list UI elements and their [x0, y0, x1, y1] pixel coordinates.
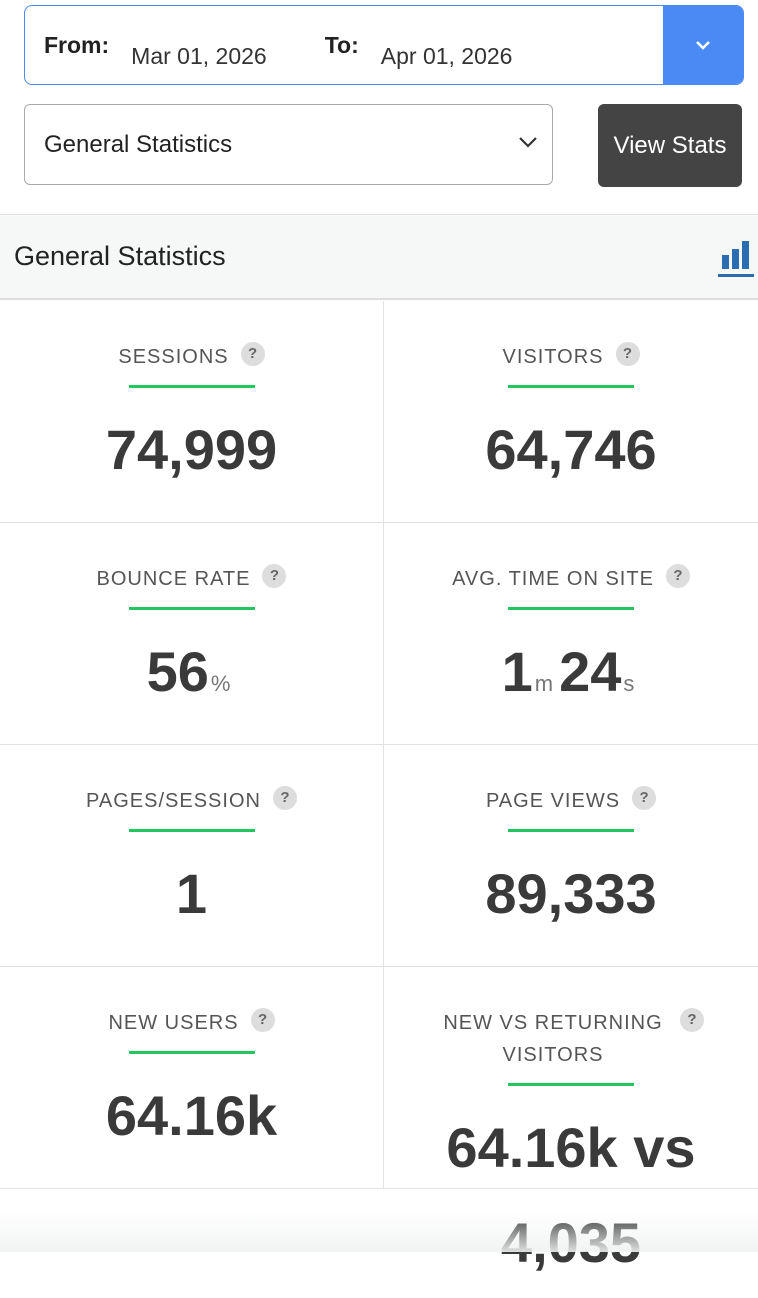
stat-underline: [128, 829, 255, 832]
stat-number: 74,999: [105, 418, 278, 481]
stat-card: NEW VS RETURNING VISITORS?64.16k vs 4,03…: [384, 967, 758, 1274]
stat-card: SESSIONS? 74,999: [0, 301, 384, 523]
stat-value: 56%: [0, 632, 383, 727]
panel-header: General Statistics: [0, 214, 758, 300]
from-value[interactable]: Mar 01, 2026: [131, 43, 267, 69]
help-icon[interactable]: ?: [240, 342, 265, 366]
stat-value: 64.16k: [0, 1076, 383, 1171]
stat-number: 1: [175, 862, 208, 925]
help-icon[interactable]: ?: [680, 1008, 704, 1032]
stat-label: SESSIONS: [118, 346, 229, 368]
stat-unit: s: [623, 671, 635, 696]
stat-unit: m: [534, 671, 554, 696]
stat-value: 89,333: [384, 854, 758, 949]
stat-label: VISITORS: [502, 346, 604, 368]
stat-value: 64.16k vs 4,035: [421, 1108, 721, 1298]
help-icon[interactable]: ?: [262, 564, 287, 588]
help-icon[interactable]: ?: [250, 1008, 275, 1032]
stat-number: 89,333: [485, 862, 657, 925]
stat-label: BOUNCE RATE: [96, 568, 251, 590]
stat-label: PAGES/SESSION: [86, 790, 261, 812]
help-icon[interactable]: ?: [632, 786, 657, 810]
stat-card: NEW USERS? 64.16k: [0, 967, 384, 1189]
stat-number: 64.16k: [105, 1084, 278, 1147]
stat-label: NEW VS RETURNING VISITORS: [443, 1012, 663, 1066]
stat-number: 24: [559, 640, 622, 703]
stat-underline: [128, 385, 255, 388]
panel-title: General Statistics: [14, 241, 226, 271]
stat-label-row: BOUNCE RATE?: [97, 563, 287, 595]
stat-label: PAGE VIEWS: [485, 790, 621, 812]
stat-label: AVG. TIME ON SITE: [452, 568, 654, 590]
stats-grid: SESSIONS? 74,999 VISITORS? 64,746 BOUNCE RAT…: [0, 301, 758, 1274]
date-dropdown[interactable]: [663, 6, 743, 84]
stat-underline: [128, 1051, 255, 1054]
bottom-fade: [0, 1212, 758, 1252]
stat-card: PAGES/SESSION? 1: [0, 745, 384, 967]
stat-value: 64,746: [384, 410, 758, 505]
stat-label: NEW USERS: [108, 1012, 239, 1034]
stat-underline: [508, 829, 634, 832]
stat-label-row: NEW USERS?: [108, 1007, 275, 1039]
page: From: Mar 01, 2026 To: Apr 01, 2026 Gene…: [0, 5, 758, 1274]
stat-card: AVG. TIME ON SITE? 1m 24s: [384, 523, 758, 745]
to-value[interactable]: Apr 01, 2026: [380, 43, 513, 69]
stat-number: 56: [146, 640, 209, 703]
help-icon[interactable]: ?: [665, 564, 690, 588]
stat-label-row: AVG. TIME ON SITE?: [452, 563, 690, 595]
stat-number: 1: [501, 640, 533, 703]
stat-card: PAGE VIEWS? 89,333: [384, 745, 758, 967]
chart-toggle-icon[interactable]: [718, 239, 754, 279]
date-range[interactable]: From: Mar 01, 2026 To: Apr 01, 2026: [24, 5, 744, 85]
stat-label-row: VISITORS?: [503, 341, 640, 373]
stat-label-row: NEW VS RETURNING VISITORS?: [438, 1007, 704, 1071]
stat-label-row: PAGE VIEWS?: [485, 785, 657, 817]
stat-underline: [508, 385, 634, 388]
view-stats-button[interactable]: View Stats: [598, 104, 742, 187]
stat-label-row: PAGES/SESSION?: [86, 785, 297, 817]
report-select[interactable]: General Statistics: [24, 104, 553, 185]
stat-unit: %: [210, 671, 231, 696]
stat-underline: [508, 1083, 634, 1086]
help-icon[interactable]: ?: [272, 786, 297, 810]
stat-label-row: SESSIONS?: [118, 341, 265, 373]
to-label: To:: [324, 31, 359, 58]
stat-card: VISITORS? 64,746: [384, 301, 758, 523]
stat-number: 64,746: [485, 418, 657, 481]
chevron: [519, 137, 537, 148]
select-text: General Statistics: [44, 130, 233, 158]
from-label: From:: [44, 31, 110, 58]
stat-underline: [508, 607, 634, 610]
stat-card: BOUNCE RATE? 56%: [0, 523, 384, 745]
stat-value: 1: [0, 854, 383, 949]
chevron: [696, 41, 710, 50]
stat-value: 1m 24s: [384, 632, 758, 727]
help-icon[interactable]: ?: [615, 342, 640, 366]
stat-underline: [128, 607, 255, 610]
stat-value: 74,999: [0, 410, 383, 505]
